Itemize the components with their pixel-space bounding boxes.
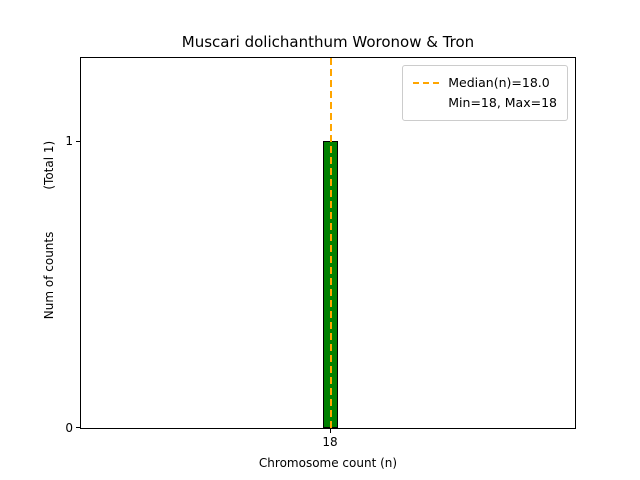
plot-area: Median(n)=18.0 Min=18, Max=18 1 0 18 [65, 57, 576, 449]
chart-title: Muscari dolichanthum Woronow & Tron [181, 33, 475, 51]
xtick-label-18: 18 [322, 435, 338, 449]
legend-minmax-label: Min=18, Max=18 [448, 95, 557, 110]
legend-minmax-spacer [413, 102, 439, 104]
legend-median-dashed-line-icon [413, 82, 440, 84]
legend-row-minmax: Min=18, Max=18 [413, 93, 557, 113]
y-axis-label-text: Num of counts [42, 231, 56, 320]
ytick-label-1: 1 [65, 134, 73, 149]
median-line [330, 58, 332, 428]
xtick-mark-18 [330, 429, 331, 433]
ytick-mark-0 [76, 427, 80, 428]
legend-row-median: Median(n)=18.0 [413, 73, 557, 93]
ytick-label-0: 0 [65, 421, 73, 435]
legend-median-label: Median(n)=18.0 [448, 75, 550, 90]
ytick-mark-1 [76, 141, 80, 143]
y-axis-label: Num of counts (Total 1) [42, 141, 56, 319]
legend: Median(n)=18.0 Min=18, Max=18 [402, 65, 568, 121]
y-axis-total-annotation: (Total 1) [42, 140, 56, 190]
x-axis-label: Chromosome count (n) [258, 456, 398, 470]
